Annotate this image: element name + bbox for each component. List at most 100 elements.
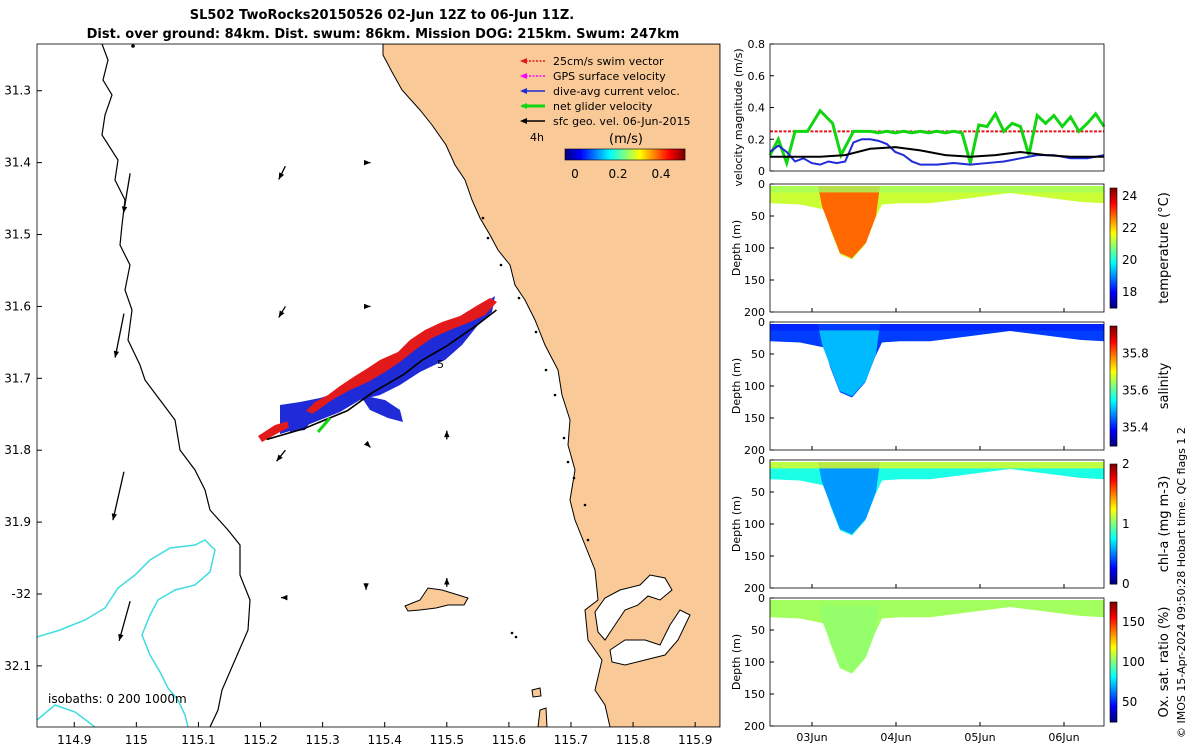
colorbar-tick-label: 150 bbox=[1122, 615, 1145, 629]
colorbar-cell bbox=[1110, 550, 1117, 553]
colorbar-cell bbox=[1110, 216, 1117, 219]
colorbar-cell bbox=[573, 149, 576, 160]
colorbar-cell bbox=[1110, 471, 1117, 474]
colorbar-tick-label: 0.4 bbox=[651, 167, 670, 181]
colorbar-cell bbox=[1110, 684, 1117, 687]
colorbar-cell bbox=[1110, 467, 1117, 471]
colorbar-cell bbox=[1110, 289, 1117, 292]
y-tick-label: 0.2 bbox=[748, 133, 766, 146]
colorbar-cell bbox=[633, 149, 636, 160]
colorbar-tick-label: 22 bbox=[1122, 221, 1137, 235]
colorbar-cell bbox=[1110, 231, 1117, 234]
map-legend: 25cm/s swim vector GPS surface velocity di… bbox=[520, 55, 690, 181]
colorbar-cell bbox=[1110, 482, 1117, 486]
colorbar-cell bbox=[1110, 658, 1117, 661]
colorbar-tick-label: 35.6 bbox=[1122, 384, 1149, 398]
colorbar-cell bbox=[583, 149, 586, 160]
chart-title-line-1: SL502 TwoRocks20150526 02-Jun 12Z to 06-… bbox=[189, 8, 575, 23]
colorbar-cell bbox=[659, 149, 662, 160]
colorbar-cell bbox=[1110, 675, 1117, 678]
colorbar-cell bbox=[1110, 214, 1117, 217]
colorbar-cell bbox=[1110, 384, 1117, 387]
colorbar-cell bbox=[1110, 270, 1117, 273]
colorbar-cell bbox=[1110, 527, 1117, 531]
vector-head bbox=[276, 454, 283, 462]
rottnest-island bbox=[404, 587, 469, 612]
x-tick-label: 115.9 bbox=[678, 733, 712, 747]
colorbar-cell bbox=[1110, 615, 1117, 618]
colorbar-cell bbox=[1110, 641, 1117, 644]
colorbar-cell bbox=[585, 149, 588, 160]
x-tick-label: 06Jun bbox=[1048, 731, 1079, 744]
x-tick-label: 115.7 bbox=[554, 733, 588, 747]
colorbar-cell bbox=[1110, 488, 1117, 491]
geo-velocity-vector bbox=[278, 306, 286, 318]
colorbar-cell bbox=[1110, 274, 1117, 277]
colorbar-cell bbox=[1110, 714, 1117, 717]
colorbar-cell bbox=[647, 149, 650, 160]
estuary-lower bbox=[609, 609, 691, 666]
y-tick-label: 0.4 bbox=[748, 102, 766, 115]
colorbar-frame bbox=[1109, 187, 1118, 309]
colorbar-cell bbox=[1110, 494, 1117, 497]
velocity-series-line bbox=[768, 108, 1106, 169]
colorbar-tick-label: 50 bbox=[1122, 695, 1137, 709]
colorbar-cell bbox=[625, 149, 628, 160]
colorbar-cell bbox=[1110, 677, 1117, 680]
colorbar-frame bbox=[564, 148, 686, 161]
colorbar-cell bbox=[1110, 497, 1117, 501]
colorbar-cell bbox=[1110, 647, 1117, 650]
map-content: 5 bbox=[37, 44, 720, 727]
legend-time-label: 4h bbox=[530, 131, 544, 144]
isobath-200m bbox=[101, 44, 251, 727]
vector-head bbox=[280, 594, 288, 601]
y-tick-label: 0 bbox=[758, 316, 765, 329]
islet bbox=[517, 296, 521, 300]
colorbar-cell bbox=[1110, 703, 1117, 706]
colorbar-cell bbox=[1110, 331, 1117, 334]
geo-velocity-vector bbox=[444, 578, 450, 587]
y-tick-label: 31.4 bbox=[4, 156, 31, 170]
colorbar-label: salinity bbox=[1157, 362, 1172, 409]
y-tick-label: 50 bbox=[751, 210, 765, 223]
colorbar-cell bbox=[1110, 570, 1117, 574]
colorbar-cell bbox=[1110, 372, 1117, 376]
colorbar-cell bbox=[1110, 512, 1117, 516]
x-tick-label: 04Jun bbox=[880, 731, 911, 744]
y-tick-label: 31.8 bbox=[4, 443, 31, 457]
colorbar-cell bbox=[1110, 652, 1117, 655]
colorbar-cell bbox=[1110, 291, 1117, 294]
colorbar-cell bbox=[1110, 306, 1117, 309]
isobath-label: isobaths: 0 200 1000m bbox=[48, 692, 187, 706]
colorbar-cell bbox=[1110, 427, 1117, 430]
colorbar-cell bbox=[1110, 352, 1117, 355]
y-tick-label: 200 bbox=[744, 720, 765, 733]
y-tick-label: 150 bbox=[744, 412, 765, 425]
colorbar-cell bbox=[1110, 469, 1117, 472]
geo-velocity-vector bbox=[363, 440, 371, 448]
garden-island bbox=[531, 687, 542, 698]
colorbar-cell bbox=[1110, 440, 1117, 443]
colorbar-cell bbox=[1110, 479, 1117, 482]
colorbar-cell bbox=[1110, 510, 1117, 514]
legend-arrowhead bbox=[520, 58, 527, 64]
y-tick-label: 31.9 bbox=[4, 515, 31, 529]
colorbar-cell bbox=[1110, 188, 1117, 191]
colorbar-cell bbox=[1110, 395, 1117, 398]
legend-entry: sfc geo. vel. 06-Jun-2015 bbox=[553, 115, 690, 128]
colorbar-cell bbox=[619, 149, 622, 160]
islet bbox=[534, 330, 538, 334]
colorbar-cell bbox=[655, 149, 658, 160]
colorbar-cell bbox=[1110, 503, 1117, 506]
section-field bbox=[770, 462, 1104, 536]
colorbar-cell bbox=[1110, 191, 1117, 195]
colorbar-cell bbox=[1110, 626, 1117, 629]
colorbar-cell bbox=[1110, 206, 1117, 210]
colorbar-cell bbox=[1110, 414, 1117, 417]
colorbar-cell bbox=[1110, 346, 1117, 349]
colorbar-cell bbox=[1110, 417, 1117, 421]
colorbar-cell bbox=[571, 149, 574, 160]
colorbar-cell bbox=[1110, 520, 1117, 523]
colorbar-cell bbox=[1110, 376, 1117, 379]
section-surface-band bbox=[770, 324, 1104, 331]
